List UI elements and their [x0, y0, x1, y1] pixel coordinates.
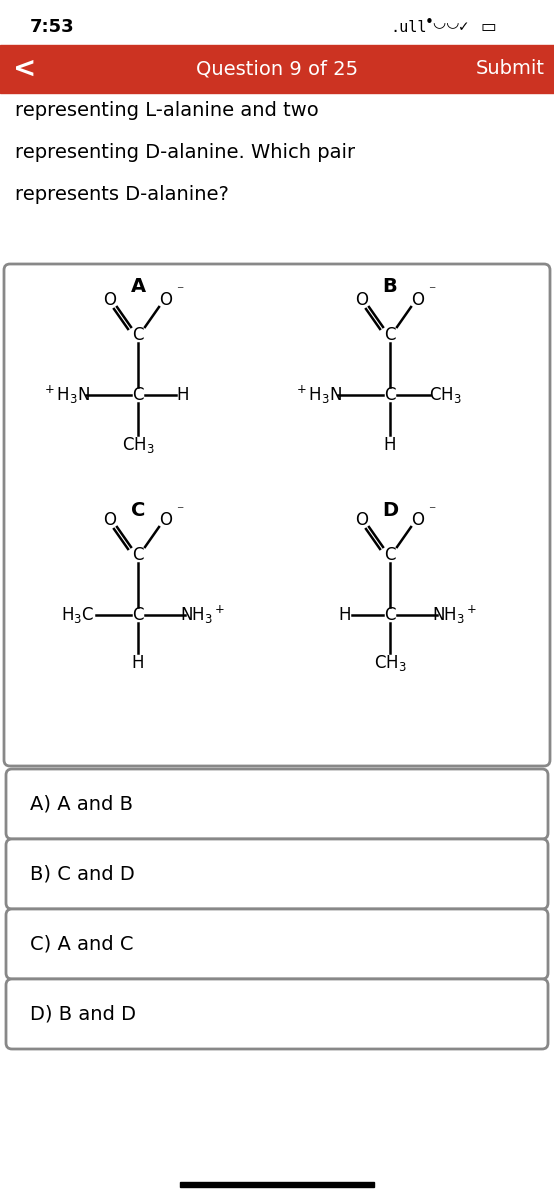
Text: ⁻: ⁻ [428, 504, 435, 518]
Text: CH$_3$: CH$_3$ [122, 434, 155, 455]
Text: O: O [104, 290, 116, 308]
Text: ✓: ✓ [458, 20, 470, 34]
Text: ⁻: ⁻ [176, 504, 184, 518]
Text: representing D-alanine. Which pair: representing D-alanine. Which pair [15, 143, 355, 162]
Text: C: C [132, 326, 143, 344]
Text: C: C [132, 606, 143, 624]
FancyBboxPatch shape [6, 769, 548, 839]
FancyBboxPatch shape [4, 264, 550, 766]
Text: O: O [160, 290, 172, 308]
Text: representing L-alanine and two: representing L-alanine and two [15, 101, 319, 120]
Bar [180, 1182, 374, 1187]
Text: ▭: ▭ [480, 18, 496, 36]
Text: C: C [132, 386, 143, 404]
Text: D: D [382, 500, 398, 520]
Text: represents D-alanine?: represents D-alanine? [15, 185, 229, 204]
Text: H: H [132, 654, 144, 672]
Text: •◡◡: •◡◡ [425, 14, 460, 30]
Bar [0, 0, 554, 44]
Text: O: O [412, 290, 424, 308]
Text: CH$_3$: CH$_3$ [373, 653, 407, 673]
Text: O: O [356, 511, 368, 529]
Text: C: C [384, 546, 396, 564]
Text: D) B and D: D) B and D [30, 1004, 136, 1024]
Text: H$_3$C: H$_3$C [61, 605, 95, 625]
Text: C: C [384, 386, 396, 404]
Text: B: B [383, 277, 397, 296]
Text: NH$_3$$^+$: NH$_3$$^+$ [432, 604, 478, 626]
Text: ⁻: ⁻ [176, 284, 184, 298]
Text: A) A and B: A) A and B [30, 794, 133, 814]
Text: 7:53: 7:53 [30, 18, 75, 36]
Text: O: O [412, 511, 424, 529]
FancyBboxPatch shape [6, 839, 548, 910]
Text: H: H [384, 436, 396, 454]
Text: C: C [132, 546, 143, 564]
Text: ⁻: ⁻ [428, 284, 435, 298]
Text: CH$_3$: CH$_3$ [429, 385, 461, 404]
Text: Question 9 of 25: Question 9 of 25 [196, 60, 358, 78]
FancyBboxPatch shape [6, 979, 548, 1049]
Text: H: H [177, 386, 189, 404]
Text: O: O [160, 511, 172, 529]
Text: O: O [104, 511, 116, 529]
Text: A: A [130, 277, 146, 296]
Text: C) A and C: C) A and C [30, 935, 134, 954]
Text: C: C [384, 326, 396, 344]
Text: B) C and D: B) C and D [30, 864, 135, 883]
Text: Submit: Submit [475, 60, 545, 78]
Text: C: C [384, 606, 396, 624]
Text: H: H [338, 606, 351, 624]
Text: NH$_3$$^+$: NH$_3$$^+$ [181, 604, 225, 626]
Text: .ull: .ull [390, 19, 427, 35]
FancyBboxPatch shape [6, 910, 548, 979]
Text: O: O [356, 290, 368, 308]
Text: C: C [131, 500, 145, 520]
Bar [0, 44, 554, 92]
Text: $^+$H$_3$N: $^+$H$_3$N [42, 384, 90, 406]
Text: $^+$H$_3$N: $^+$H$_3$N [294, 384, 342, 406]
Text: <: < [13, 55, 37, 83]
